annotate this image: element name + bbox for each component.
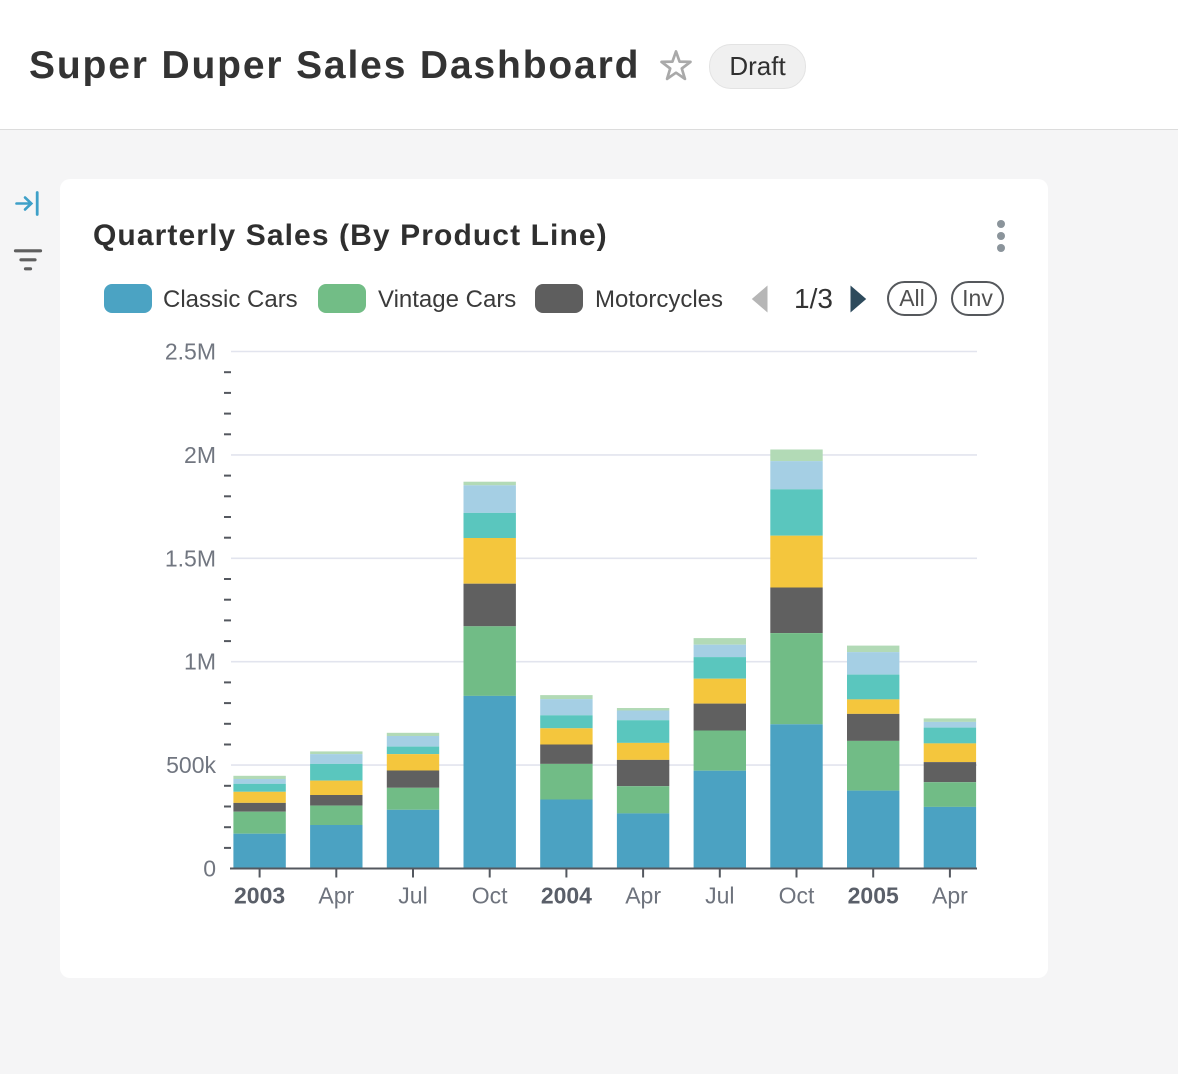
svg-text:Apr: Apr	[318, 883, 354, 909]
svg-text:2M: 2M	[184, 442, 216, 468]
svg-text:Jul: Jul	[705, 883, 734, 909]
svg-text:2.5M: 2.5M	[165, 339, 216, 365]
svg-text:0: 0	[203, 856, 216, 882]
svg-text:Apr: Apr	[932, 883, 968, 909]
svg-text:Apr: Apr	[625, 883, 661, 909]
svg-text:Oct: Oct	[472, 883, 508, 909]
svg-text:1M: 1M	[184, 649, 216, 675]
svg-text:500k: 500k	[166, 752, 216, 778]
svg-text:1.5M: 1.5M	[165, 545, 216, 571]
svg-text:Oct: Oct	[779, 883, 815, 909]
svg-text:2003: 2003	[234, 883, 285, 909]
svg-text:Jul: Jul	[398, 883, 427, 909]
svg-text:2005: 2005	[848, 883, 899, 909]
svg-text:2004: 2004	[541, 883, 592, 909]
